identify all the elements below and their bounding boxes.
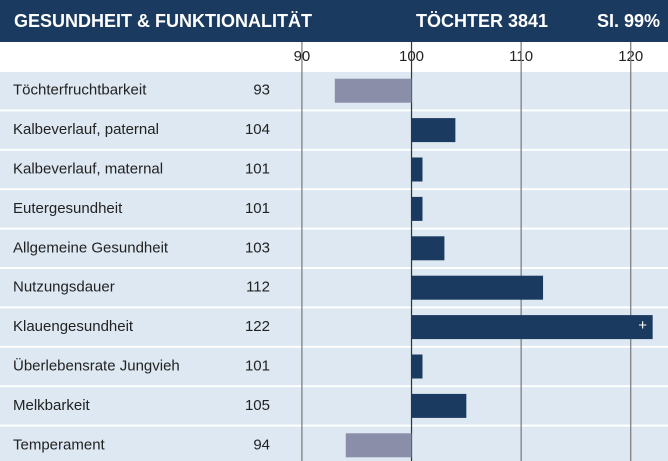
row-background (0, 426, 668, 461)
bar (411, 354, 423, 379)
row-background (0, 190, 668, 228)
row-background (0, 387, 668, 425)
row-background (0, 347, 668, 386)
bar (411, 275, 544, 300)
value-label: 104 (245, 121, 270, 138)
category-label: Temperament (13, 436, 106, 453)
row-background (0, 229, 668, 267)
value-label: 93 (253, 82, 270, 99)
category-label: Töchterfruchtbarkeit (13, 82, 147, 99)
category-label: Eutergesundheit (13, 200, 123, 217)
value-label: 94 (253, 436, 270, 453)
category-label: Allgemeine Gesundheit (13, 239, 169, 256)
daughters: TÖCHTER 3841 (416, 11, 548, 31)
bar (411, 393, 467, 418)
value-label: 103 (245, 239, 270, 256)
row-background (0, 269, 668, 307)
bar (411, 236, 445, 261)
row-background (0, 72, 668, 110)
bar (345, 433, 412, 458)
reliability: SI. 99% (597, 11, 660, 31)
value-label: 112 (246, 279, 270, 296)
header-bar (0, 0, 668, 42)
category-label: Nutzungsdauer (13, 279, 115, 296)
chart-title: GESUNDHEIT & FUNKTIONALITÄT (14, 11, 312, 31)
value-label: 105 (245, 397, 270, 414)
bar (411, 315, 653, 340)
row-background (0, 150, 668, 189)
value-label: 122 (245, 318, 270, 335)
annotation: + (638, 317, 647, 334)
category-label: Klauengesundheit (13, 318, 134, 335)
category-label: Kalbeverlauf, paternal (13, 121, 159, 138)
bar (411, 118, 456, 143)
value-label: 101 (245, 357, 270, 374)
category-label: Überlebensrate Jungvieh (13, 356, 180, 374)
value-label: 101 (245, 160, 270, 177)
bar (411, 196, 423, 221)
bar (334, 78, 412, 103)
category-label: Kalbeverlauf, maternal (13, 160, 163, 177)
value-label: 101 (245, 200, 270, 217)
bar (411, 157, 423, 182)
category-label: Melkbarkeit (13, 397, 91, 414)
row-background (0, 111, 668, 149)
